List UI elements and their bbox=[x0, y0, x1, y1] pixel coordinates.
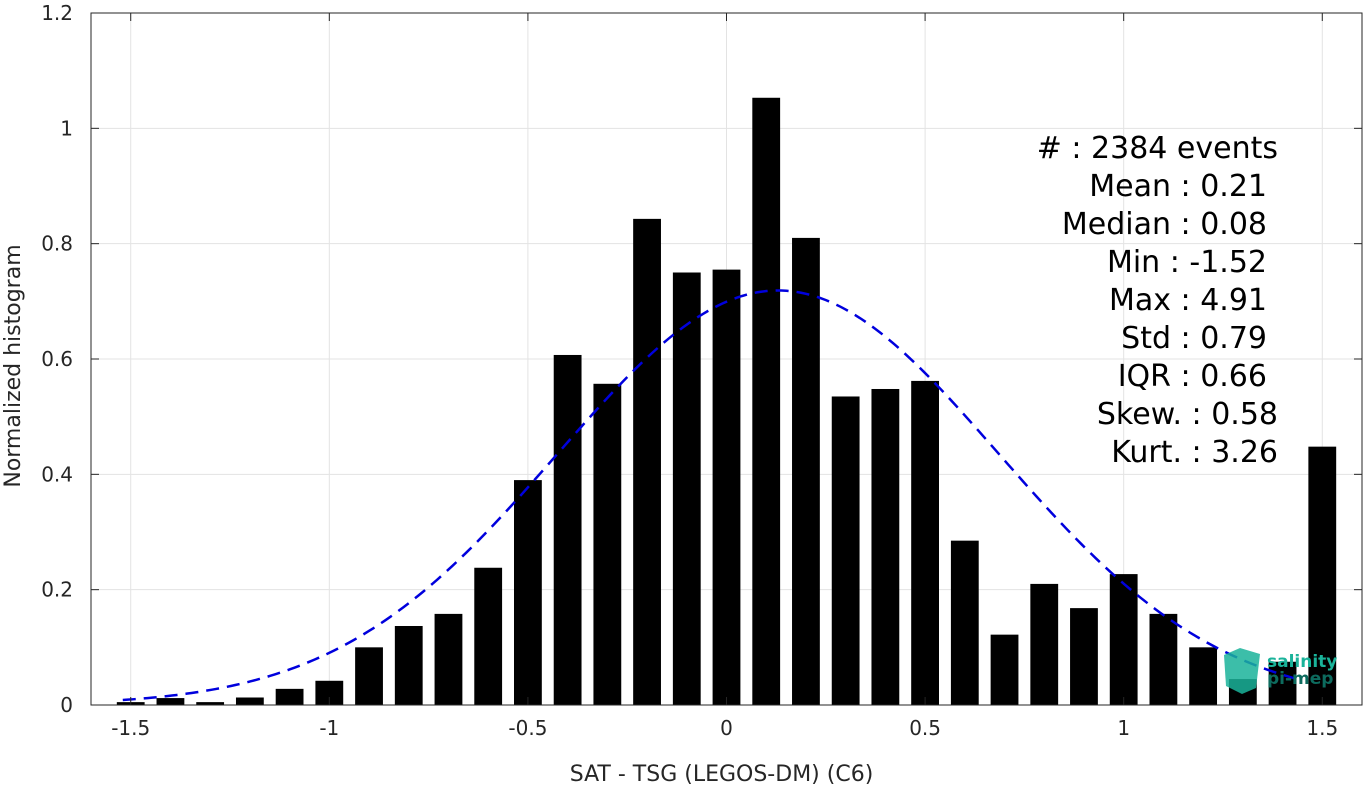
y-tick-label: 1 bbox=[60, 116, 73, 140]
histogram-bar bbox=[275, 688, 304, 705]
histogram-bar bbox=[712, 269, 741, 705]
histogram-bar bbox=[553, 354, 582, 705]
x-tick-label: -1.5 bbox=[111, 716, 150, 740]
y-axis-label: Normalized histogram bbox=[1, 244, 26, 487]
statistics-box: # : 2384 events Mean : 0.21 Median : 0.0… bbox=[1037, 131, 1278, 470]
histogram-bar bbox=[831, 396, 860, 705]
histogram-bar bbox=[196, 702, 225, 705]
y-tick-label: 0.8 bbox=[41, 232, 73, 256]
stat-mean: Mean : 0.21 bbox=[1089, 169, 1267, 204]
logo-line-2: pi-mep bbox=[1267, 669, 1333, 689]
histogram-bar bbox=[474, 567, 503, 705]
histogram-bar bbox=[1030, 583, 1059, 705]
y-tick-label: 0.6 bbox=[41, 347, 73, 371]
stat-min: Min : -1.52 bbox=[1107, 245, 1267, 280]
histogram-bar bbox=[950, 540, 979, 705]
histogram-bar bbox=[156, 698, 185, 705]
stat-kurt: Kurt. : 3.26 bbox=[1111, 435, 1278, 470]
stat-iqr: IQR : 0.66 bbox=[1118, 359, 1267, 394]
histogram-bar bbox=[792, 237, 820, 705]
x-axis-label: SAT - TSG (LEGOS-DM) (C6) bbox=[570, 762, 874, 785]
x-tick-label: -1 bbox=[319, 716, 339, 740]
histogram-bar bbox=[1268, 661, 1297, 705]
histogram-bar bbox=[355, 647, 383, 705]
x-tick-label: 1.5 bbox=[1306, 716, 1338, 740]
histogram-bar bbox=[871, 388, 900, 705]
stat-std: Std : 0.79 bbox=[1121, 321, 1267, 356]
histogram-bar bbox=[514, 480, 542, 705]
histogram-bar bbox=[593, 383, 622, 705]
logo-line-1: salinity bbox=[1267, 652, 1337, 672]
histogram-bar bbox=[633, 218, 661, 705]
salinity-pimep-logo: salinity pi-mep bbox=[1224, 648, 1337, 694]
histogram-bar bbox=[990, 634, 1019, 705]
histogram-bar bbox=[1149, 613, 1178, 705]
histogram-bar bbox=[911, 380, 939, 705]
x-tick-label: 1 bbox=[1117, 716, 1130, 740]
y-tick-label: 1.2 bbox=[41, 1, 73, 25]
histogram-bar bbox=[1189, 647, 1218, 705]
histogram-bar bbox=[235, 697, 264, 705]
x-tick-label: 0 bbox=[720, 716, 733, 740]
histogram-bar bbox=[752, 97, 781, 705]
logo-mark-icon bbox=[1224, 648, 1260, 694]
stat-max: Max : 4.91 bbox=[1109, 283, 1267, 318]
x-axis-ticks: -1.5 -1 -0.5 0 0.5 1 1.5 bbox=[111, 13, 1338, 740]
histogram-bar bbox=[1109, 574, 1138, 705]
histogram-bar bbox=[1308, 446, 1337, 705]
x-tick-label: -0.5 bbox=[508, 716, 547, 740]
histogram-bars bbox=[116, 97, 1337, 705]
normal-fit-curve bbox=[122, 289, 1303, 702]
x-tick-label: 0.5 bbox=[909, 716, 941, 740]
y-tick-label: 0.2 bbox=[41, 578, 73, 602]
histogram-bar bbox=[1070, 608, 1098, 705]
stat-median: Median : 0.08 bbox=[1062, 207, 1267, 242]
stat-count: # : 2384 events bbox=[1037, 131, 1278, 166]
histogram-bar bbox=[394, 625, 423, 705]
stat-skew: Skew. : 0.58 bbox=[1097, 397, 1278, 432]
y-tick-label: 0.4 bbox=[41, 462, 73, 486]
y-tick-label: 0 bbox=[60, 693, 73, 717]
histogram-bar bbox=[672, 272, 701, 705]
y-axis-ticks: 0 0.2 0.4 0.6 0.8 1 1.2 bbox=[41, 1, 1362, 717]
histogram-bar bbox=[434, 613, 463, 705]
